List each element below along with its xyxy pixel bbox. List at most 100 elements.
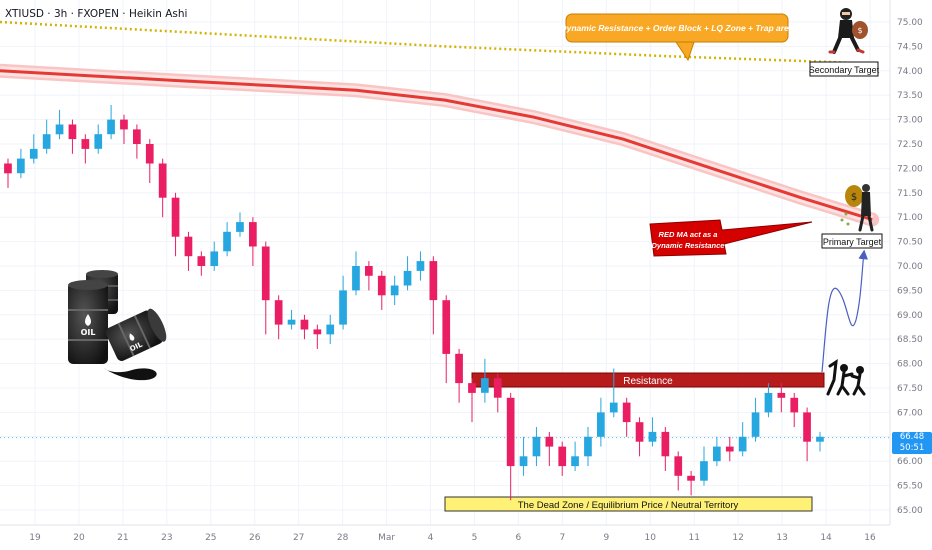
red-ma-callout[interactable]: RED MA act as a Dynamic Resistance <box>649 219 813 257</box>
x-tick-label: 11 <box>688 533 699 543</box>
candle-body <box>738 436 747 452</box>
candle-body <box>506 397 515 467</box>
dead-zone-box <box>444 496 813 512</box>
candle-body <box>455 353 463 384</box>
x-tick-label: 13 <box>776 533 787 543</box>
y-tick-label: 69.00 <box>897 311 923 321</box>
y-tick-label: 71.00 <box>897 213 923 223</box>
candle-body <box>790 397 799 413</box>
candle-body <box>403 270 412 286</box>
svg-text:$: $ <box>851 192 857 203</box>
x-tick-label: 4 <box>428 533 434 543</box>
current-price-badge[interactable]: 66.48 50:51 <box>892 432 932 454</box>
candle-body <box>661 431 670 457</box>
y-tick-label: 68.50 <box>897 335 923 345</box>
y-tick-label: 68.00 <box>897 360 923 370</box>
x-tick-label: Mar <box>378 533 395 543</box>
y-tick-label: 65.50 <box>897 482 923 492</box>
x-tick-label: 27 <box>293 533 304 543</box>
x-tick-label: 26 <box>249 533 261 543</box>
top-callout-pointer <box>675 41 695 62</box>
x-tick-label: 25 <box>205 533 216 543</box>
candle-body <box>300 319 309 330</box>
candle-body <box>468 383 476 393</box>
dead-zone[interactable]: The Dead Zone / Equilibrium Price / Neut… <box>444 496 813 512</box>
thief-money-bag-icon: $ <box>840 184 874 232</box>
candle-body <box>261 246 270 301</box>
top-callout-text: Dynamic Resistance + Order Block + LQ Zo… <box>561 23 794 33</box>
x-tick-label: 7 <box>560 533 566 543</box>
candle-body <box>558 446 567 467</box>
candle-body <box>635 422 644 442</box>
secondary-target[interactable]: Secondary Target <box>809 61 880 77</box>
candle-body <box>55 124 64 135</box>
candle-body <box>493 378 502 398</box>
candle-body <box>81 139 90 149</box>
dead-zone-label: The Dead Zone / Equilibrium Price / Neut… <box>518 500 739 511</box>
candle-body <box>597 412 605 437</box>
candle-body <box>390 285 399 296</box>
candle-body <box>377 275 386 296</box>
y-tick-label: 71.50 <box>897 189 923 199</box>
candle-body <box>158 163 167 198</box>
candle-body <box>764 392 773 413</box>
candle-body <box>133 129 141 144</box>
fighters-icon <box>826 358 866 396</box>
candle-body <box>545 436 554 447</box>
candle-body <box>171 197 180 237</box>
yellow-dotted-line[interactable] <box>0 20 873 65</box>
primary-target[interactable]: Primary Target <box>821 233 883 249</box>
candle-body <box>197 256 206 266</box>
candle-body <box>481 378 489 393</box>
svg-text:OIL: OIL <box>81 328 96 337</box>
candlestick-series[interactable] <box>4 104 824 501</box>
candle-body <box>4 163 12 174</box>
y-tick-label: 72.50 <box>897 140 923 150</box>
x-tick-label: 10 <box>645 533 657 543</box>
candle-body <box>107 119 115 135</box>
candle-body <box>94 134 103 149</box>
y-tick-label: 66.00 <box>897 457 923 467</box>
secondary-target-box <box>809 61 879 77</box>
candle-body <box>365 266 373 276</box>
candle-body <box>17 158 25 174</box>
primary-target-box <box>821 233 883 249</box>
y-tick-label: 65.00 <box>897 506 923 516</box>
price-axis[interactable]: 75.00 74.50 74.00 73.50 73.00 72.50 72.00 71.50… <box>897 18 923 516</box>
red-ma-callout-line1: RED MA act as a <box>659 230 718 239</box>
projection-arrow[interactable] <box>821 249 868 373</box>
y-tick-label: 70.00 <box>897 262 923 272</box>
candle-body <box>184 236 193 257</box>
x-tick-label: 19 <box>29 533 41 543</box>
candle-body <box>287 319 296 325</box>
candle-body <box>609 402 618 413</box>
chart-header: XTIUSD · 3h · FXOPEN · Heikin Ashi <box>5 8 187 20</box>
candle-body <box>622 402 631 423</box>
time-axis[interactable]: 19 20 21 23 25 26 27 28 Mar 4 5 6 7 9 10 11 12 13 14 16 <box>29 533 876 543</box>
candle-body <box>816 436 824 442</box>
red-moving-average[interactable] <box>0 63 880 227</box>
y-tick-label: 67.50 <box>897 384 923 394</box>
candle-body <box>803 412 811 442</box>
x-tick-label: 28 <box>337 533 349 543</box>
x-tick-label: 20 <box>73 533 85 543</box>
candle-body <box>68 124 77 140</box>
symbol-title[interactable]: XTIUSD · 3h · FXOPEN · Heikin Ashi <box>5 8 188 20</box>
candle-body <box>274 300 283 325</box>
top-callout[interactable]: Dynamic Resistance + Order Block + LQ Zo… <box>561 13 794 62</box>
candle-body <box>416 261 425 271</box>
primary-target-label: Primary Target <box>823 237 882 247</box>
candle-body <box>326 324 335 335</box>
thief-running-icon: $ <box>828 8 868 54</box>
resistance-zone[interactable]: Resistance <box>471 372 825 388</box>
candle-body <box>42 134 51 149</box>
candle-body <box>29 148 38 159</box>
x-tick-label: 12 <box>732 533 743 543</box>
candle-body <box>584 436 592 457</box>
x-tick-label: 23 <box>161 533 172 543</box>
y-tick-label: 69.50 <box>897 286 923 296</box>
candle-body <box>532 436 541 457</box>
bar-countdown: 50:51 <box>899 443 925 453</box>
